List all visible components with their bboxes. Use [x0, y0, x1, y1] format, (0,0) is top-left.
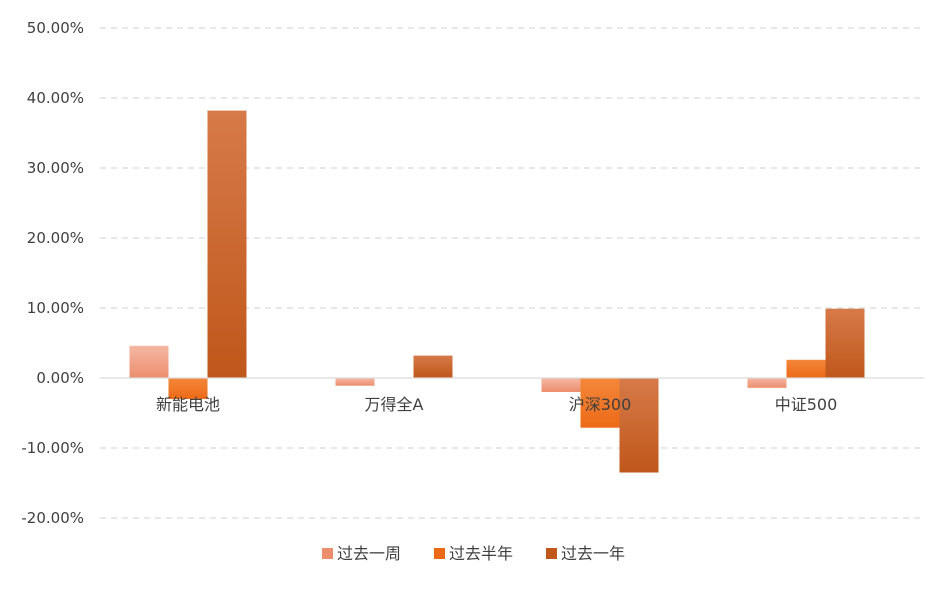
y-tick-label: 0.00%: [36, 369, 84, 387]
bar-half-year-2: [580, 378, 620, 428]
bars-layer: [129, 110, 865, 473]
bar-week-1: [335, 378, 375, 386]
legend-label: 过去一年: [561, 544, 625, 563]
x-axis: 新能电池 万得全A 沪深300 中证500: [156, 395, 837, 414]
bar-week-0: [129, 345, 169, 378]
y-tick-label: 20.00%: [27, 229, 84, 247]
legend-swatch: [434, 548, 445, 559]
y-tick-label: -20.00%: [21, 509, 84, 527]
y-tick-label: 10.00%: [27, 299, 84, 317]
legend-label: 过去一周: [337, 544, 401, 563]
x-tick-label: 万得全A: [365, 395, 424, 414]
x-tick-label: 中证500: [775, 395, 838, 414]
legend: 过去一周 过去半年 过去一年: [322, 544, 625, 563]
bar-half-year-0: [168, 378, 208, 399]
y-tick-label: 40.00%: [27, 89, 84, 107]
bar-year-3: [825, 308, 865, 378]
bar-year-1: [413, 355, 453, 378]
legend-swatch: [322, 548, 333, 559]
y-tick-label: -10.00%: [21, 439, 84, 457]
legend-label: 过去半年: [449, 544, 513, 563]
bar-year-2: [619, 378, 659, 473]
y-axis: 50.00% 40.00% 30.00% 20.00% 10.00% 0.00% -10.0…: [21, 19, 84, 527]
y-tick-label: 30.00%: [27, 159, 84, 177]
legend-swatch: [546, 548, 557, 559]
x-tick-label: 沪深300: [569, 395, 632, 414]
bar-half-year-3: [786, 359, 826, 378]
bar-year-0: [207, 110, 247, 378]
bar-week-3: [747, 378, 787, 388]
x-tick-label: 新能电池: [156, 395, 220, 414]
y-tick-label: 50.00%: [27, 19, 84, 37]
bar-week-2: [541, 378, 581, 392]
